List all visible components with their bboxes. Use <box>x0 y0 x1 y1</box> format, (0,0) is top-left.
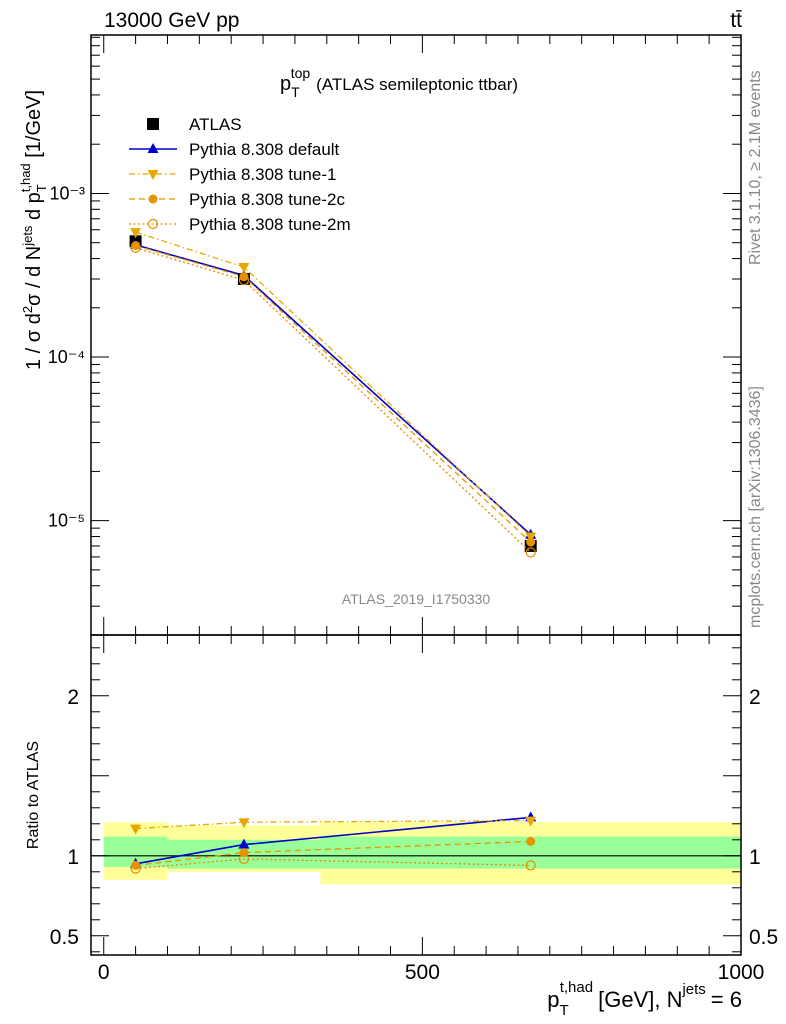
title-rest: (ATLAS semileptonic ttbar) <box>316 75 518 94</box>
title-sup: top <box>291 65 311 81</box>
main-plot-title: pTtop (ATLAS semileptonic ttbar) <box>280 65 518 100</box>
legend-label-pythia-8-308-tune-1: Pythia 8.308 tune-1 <box>189 165 336 184</box>
xtick-label: 500 <box>405 961 440 984</box>
ratio-point-pythia-8-308-tune-2m <box>525 860 536 871</box>
main-line-pythia-8-308-default <box>135 244 532 536</box>
ratio-ylabel: Ratio to ATLAS <box>25 741 42 849</box>
ratio-ytick-label-left: 0.5 <box>50 926 79 949</box>
ratio-ytick-label-right: 0.5 <box>749 926 778 949</box>
legend-label-pythia-8-308-tune-2c: Pythia 8.308 tune-2c <box>189 190 345 209</box>
ratio-line-pythia-8-308-tune-2c <box>135 840 531 867</box>
ratio-ytick-label-right: 2 <box>749 686 761 709</box>
ratio-plot-frame <box>90 634 742 956</box>
legend-label-atlas: ATLAS <box>189 115 242 134</box>
main-line-pythia-8-308-tune-2m <box>135 247 532 553</box>
analysis-watermark: ATLAS_2019_I1750330 <box>342 591 491 607</box>
main-axis-ticks: 10⁻³ 10⁻⁴ 10⁻⁵ <box>48 35 742 636</box>
ratio-point-pythia-8-308-tune-2m <box>130 863 141 874</box>
main-point-pythia-8-308-tune-2c <box>131 241 141 251</box>
xlabel-sup: t,had <box>560 979 593 996</box>
legend-marker-pythia-8-308-tune-2c <box>148 194 158 204</box>
ratio-point-pythia-8-308-tune-1 <box>525 816 537 827</box>
legend-label-pythia-8-308-default: Pythia 8.308 default <box>189 140 340 159</box>
ratio-point-pythia-8-308-tune-2m <box>238 853 250 865</box>
xtick-label: 0 <box>98 961 110 984</box>
ratio-point-pythia-8-308-default <box>238 838 250 849</box>
ratio-ytick-label-left: 2 <box>67 686 79 709</box>
xlabel-rest: [GeV], N <box>598 987 682 1012</box>
main-point-pythia-8-308-tune-2m <box>525 547 536 558</box>
ratio-ytick-label-right: 1 <box>749 846 761 869</box>
rivet-label: Rivet 3.1.10, ≥ 2.1M events <box>747 70 764 265</box>
main-point-pythia-8-308-tune-2c <box>526 537 536 547</box>
ratio-point-pythia-8-308-tune-1 <box>130 824 142 835</box>
xlabel-p: p <box>547 987 559 1012</box>
main-point-pythia-8-308-tune-2m <box>130 242 141 253</box>
main-point-pythia-8-308-tune-1 <box>238 263 250 274</box>
main-point-pythia-8-308-tune-1 <box>130 228 142 239</box>
legend: ATLAS Pythia 8.308 default Pythia 8.308 tu… <box>129 115 351 234</box>
legend-marker-pythia-8-308-tune-2m <box>147 218 159 230</box>
main-ytick-label: 10⁻³ <box>49 183 85 203</box>
main-series-layer <box>129 228 537 558</box>
main-line-pythia-8-308-tune-1 <box>135 231 532 537</box>
xlabel: pTt,had [GeV], Njets = 6 <box>547 979 742 1019</box>
legend-marker-atlas <box>147 118 159 130</box>
header-right: tt̄ <box>730 9 742 32</box>
ratio-ytick-label-left: 1 <box>67 846 79 869</box>
title-sub: T <box>291 84 300 100</box>
ratio-uncertainty-bands <box>103 822 741 885</box>
ratio-point-pythia-8-308-tune-1 <box>238 818 250 829</box>
main-ytick-label: 10⁻⁵ <box>48 511 85 531</box>
legend-label-pythia-8-308-tune-2m: Pythia 8.308 tune-2m <box>189 215 351 234</box>
main-point-pythia-8-308-tune-2m <box>238 275 250 286</box>
xlabel-sup2: jets <box>681 981 705 998</box>
main-ylabel: 1 / σ d2σ / d Njets d pTt,had [1/GeV] <box>18 90 49 370</box>
main-point-pythia-8-308-tune-1 <box>525 532 537 543</box>
header-left: 13000 GeV pp <box>104 9 239 32</box>
ratio-axis-ticks: 2 2 1 1 0.5 0.5 0 500 1000 <box>50 635 778 984</box>
ratio-point-pythia-8-308-tune-2c <box>131 860 141 870</box>
title-p: p <box>280 73 291 95</box>
xlabel-end: = 6 <box>711 987 742 1012</box>
main-ytick-label: 10⁻⁴ <box>48 347 85 367</box>
xtick-label: 1000 <box>718 961 765 984</box>
ratio-point-pythia-8-308-tune-2c <box>526 836 536 846</box>
xlabel-sub: T <box>560 1002 569 1019</box>
main-point-pythia-8-308-tune-2c <box>239 272 249 282</box>
legend-marker-pythia-8-308-tune-1 <box>147 170 159 180</box>
mcplots-label: mcplots.cern.ch [arXiv:1306.3436] <box>747 386 764 628</box>
ratio-line-pythia-8-308-tune-2m <box>135 858 531 870</box>
main-line-pythia-8-308-tune-2c <box>135 244 532 543</box>
ratio-series-layer <box>130 811 537 874</box>
legend-marker-pythia-8-308-default <box>147 143 159 153</box>
